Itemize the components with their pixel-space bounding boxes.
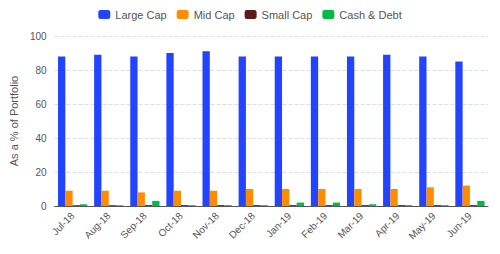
svg-text:Aug-18: Aug-18 xyxy=(82,210,113,241)
svg-text:Mid Cap: Mid Cap xyxy=(194,9,235,21)
svg-text:40: 40 xyxy=(35,133,47,144)
svg-text:0: 0 xyxy=(41,201,47,212)
svg-text:Large Cap: Large Cap xyxy=(115,9,166,21)
svg-text:100: 100 xyxy=(30,31,47,42)
svg-text:Sep-18: Sep-18 xyxy=(118,210,149,241)
svg-text:60: 60 xyxy=(35,99,47,110)
svg-text:80: 80 xyxy=(35,65,47,76)
svg-text:May-19: May-19 xyxy=(406,210,438,242)
svg-text:Oct-18: Oct-18 xyxy=(156,210,185,239)
svg-text:Cash & Debt: Cash & Debt xyxy=(339,9,401,21)
svg-text:20: 20 xyxy=(35,167,47,178)
svg-text:Mar-19: Mar-19 xyxy=(335,210,365,240)
svg-text:As a % of Portfolio: As a % of Portfolio xyxy=(8,76,20,167)
svg-text:Apr-19: Apr-19 xyxy=(373,210,402,239)
svg-text:Dec-18: Dec-18 xyxy=(227,210,258,241)
svg-text:Small Cap: Small Cap xyxy=(262,9,313,21)
svg-text:Nov-18: Nov-18 xyxy=(190,210,221,241)
svg-text:Jun-19: Jun-19 xyxy=(444,210,474,240)
svg-text:Jan-19: Jan-19 xyxy=(264,210,294,240)
svg-text:Feb-19: Feb-19 xyxy=(299,210,329,240)
svg-text:Jul-18: Jul-18 xyxy=(50,210,77,237)
